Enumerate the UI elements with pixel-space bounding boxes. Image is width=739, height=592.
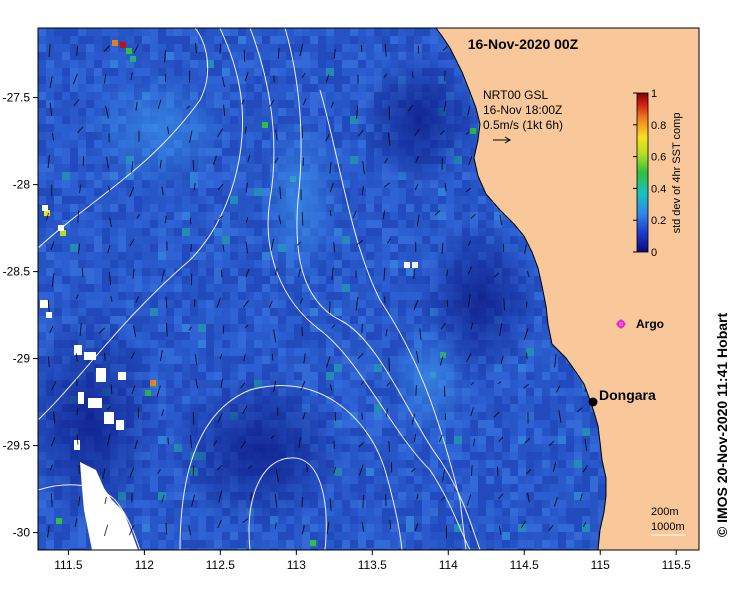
colorbar-tick-label: 0.2 xyxy=(651,215,666,227)
y-tick-label: -30 xyxy=(13,526,31,540)
longitude-axis: 111.5 112 112.5 113 113.5 114 114.5 115 115.5 xyxy=(54,550,691,572)
product-source: NRT00 GSL xyxy=(483,88,548,102)
argo-marker[interactable]: Argo xyxy=(616,317,664,331)
map-frame xyxy=(37,27,700,551)
x-tick-label: 113 xyxy=(287,558,306,572)
colorbar-label: std dev of 4hr SST comp xyxy=(671,113,683,234)
colorbar-tick-label: 0.6 xyxy=(651,152,666,164)
depth-1000m-label: 1000m xyxy=(651,521,685,533)
colorbar-ticks: 1 0.8 0.6 0.4 0.2 0 xyxy=(633,88,666,259)
product-label: NRT00 GSL 16-Nov 18:00Z 0.5m/s (1kt 6h) xyxy=(483,88,563,144)
x-tick-label: 114 xyxy=(439,558,458,572)
imos-credit: © IMOS 20-Nov-2020 11:41 Hobart xyxy=(714,313,730,538)
vector-scale-arrow xyxy=(493,136,511,144)
town-dot-icon xyxy=(588,397,598,407)
latitude-axis: -27.5 -28 -28.5 -29 -29.5 -30 xyxy=(3,91,38,540)
y-tick-label: -29.5 xyxy=(3,439,31,453)
y-tick-label: -28.5 xyxy=(3,265,31,279)
argo-label: Argo xyxy=(636,317,664,331)
bathymetry-contours xyxy=(38,28,481,550)
product-time: 16-Nov 18:00Z xyxy=(483,103,562,117)
land-mass xyxy=(435,28,699,550)
map-title: 16-Nov-2020 00Z xyxy=(468,36,579,52)
x-tick-label: 112 xyxy=(135,558,154,572)
depth-contour-legend: 200m 1000m xyxy=(651,506,686,536)
y-tick-label: -28 xyxy=(13,178,31,192)
dongara-label: Dongara xyxy=(599,387,656,403)
cloud-gaps xyxy=(40,205,410,550)
x-tick-label: 113.5 xyxy=(358,558,387,572)
x-tick-label: 114.5 xyxy=(510,558,539,572)
y-tick-label: -27.5 xyxy=(3,91,31,105)
colorbar: 1 0.8 0.6 0.4 0.2 0 std dev of 4hr SST comp xyxy=(633,88,683,259)
colorbar-tick-label: 0.4 xyxy=(651,183,666,195)
depth-200m-label: 200m xyxy=(651,506,679,518)
colorbar-tick-label: 0 xyxy=(651,247,657,259)
x-tick-label: 112.5 xyxy=(206,558,235,572)
y-tick-label: -29 xyxy=(13,352,31,366)
dongara-marker: Dongara xyxy=(588,387,656,407)
x-tick-label: 115 xyxy=(591,558,610,572)
colorbar-scale xyxy=(636,92,649,253)
x-tick-label: 111.5 xyxy=(54,558,83,572)
x-tick-label: 115.5 xyxy=(662,558,691,572)
sea-structure xyxy=(38,50,540,530)
colorbar-tick-label: 0.8 xyxy=(651,120,666,132)
vector-scale-label: 0.5m/s (1kt 6h) xyxy=(483,118,563,132)
colorbar-tick-label: 1 xyxy=(651,88,657,100)
